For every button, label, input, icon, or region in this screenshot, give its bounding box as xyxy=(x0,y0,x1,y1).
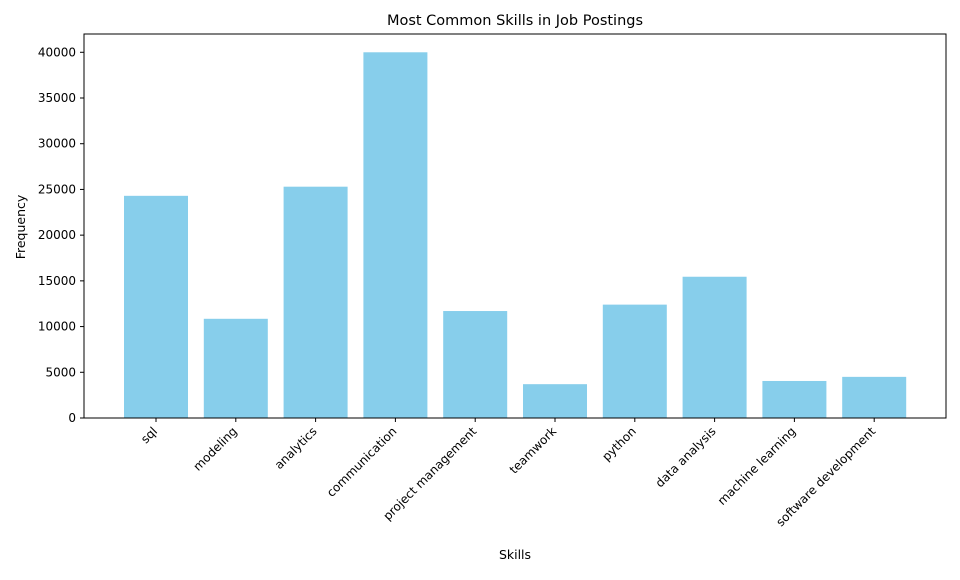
x-axis: sql modeling analytics communicationproject… xyxy=(138,418,879,529)
bar-sql xyxy=(124,195,188,418)
x-tick-label: modeling xyxy=(190,424,239,473)
bar-communication xyxy=(363,52,428,419)
bars-layer xyxy=(124,52,907,419)
y-tick-label: 25000 xyxy=(38,182,76,196)
bar-machine-learning xyxy=(762,380,827,418)
bar-software-development xyxy=(842,376,907,418)
x-axis-label: Skills xyxy=(499,547,531,562)
x-tick-label: sql xyxy=(138,424,160,446)
y-tick-label: 40000 xyxy=(38,45,76,59)
y-axis: 0 5000 10000 15000 20000 25000 30000 35000 40000 xyxy=(38,45,84,425)
x-tick-label: analytics xyxy=(272,424,320,472)
x-tick-label: teamwork xyxy=(507,424,559,476)
y-tick-label: 30000 xyxy=(38,137,76,151)
bar-project-management xyxy=(443,311,508,418)
x-tick-label: machine learning xyxy=(715,424,799,508)
bar-analytics xyxy=(283,186,348,418)
bar-python xyxy=(602,304,667,418)
y-axis-label: Frequency xyxy=(13,194,28,259)
plot-area-frame xyxy=(83,33,947,419)
bar-data-analysis xyxy=(682,276,747,418)
bar-teamwork xyxy=(523,384,587,418)
y-tick-label: 35000 xyxy=(38,91,76,105)
x-tick-label: communication xyxy=(324,424,400,500)
y-tick-label: 0 xyxy=(68,411,76,425)
y-tick-label: 15000 xyxy=(38,274,76,288)
x-tick-label: data analysis xyxy=(653,424,719,490)
y-tick-label: 5000 xyxy=(45,365,76,379)
y-tick-label: 10000 xyxy=(38,320,76,334)
y-tick-label: 20000 xyxy=(38,228,76,242)
x-tick-label: project management xyxy=(380,424,479,523)
bar-modeling xyxy=(203,318,268,418)
x-tick-label: python xyxy=(599,424,639,464)
chart-title: Most Common Skills in Job Postings xyxy=(387,13,643,29)
